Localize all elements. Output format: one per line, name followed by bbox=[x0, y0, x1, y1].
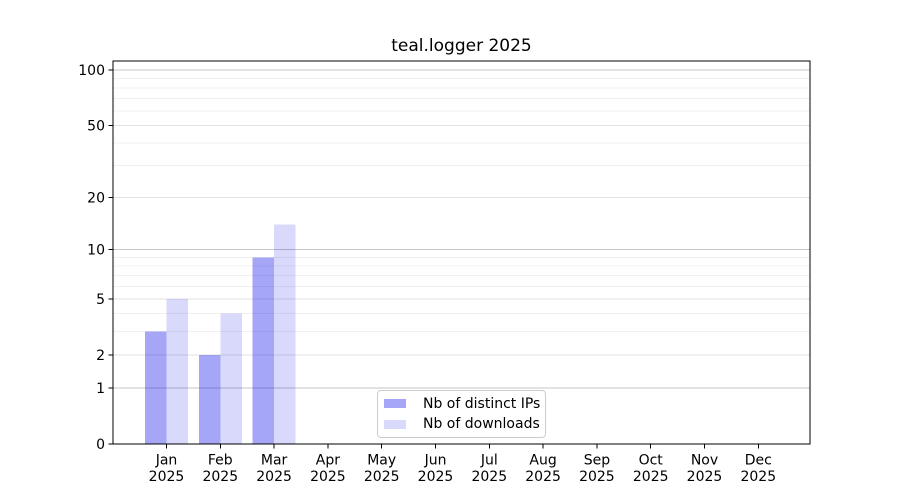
y-tick-label: 2 bbox=[96, 348, 105, 364]
legend-swatch-downloads bbox=[384, 419, 406, 429]
plot-border bbox=[112, 60, 811, 445]
x-tick-label: Jan 2025 bbox=[149, 453, 185, 486]
y-tick-label: 20 bbox=[87, 190, 105, 206]
bar-jan-distinct-ips bbox=[145, 331, 167, 444]
legend-item-distinct-ips: Nb of distinct IPs bbox=[384, 395, 541, 413]
x-tick-label: Dec 2025 bbox=[740, 453, 776, 486]
x-tick-label: Feb 2025 bbox=[202, 453, 238, 486]
y-tick-label: 10 bbox=[87, 243, 105, 259]
legend: Nb of distinct IPs Nb of downloads bbox=[377, 390, 546, 438]
x-tick-label: Oct 2025 bbox=[633, 453, 669, 486]
x-tick-label: Jul 2025 bbox=[471, 453, 507, 486]
bar-mar-distinct-ips bbox=[252, 257, 275, 444]
y-tick-label: 50 bbox=[87, 118, 105, 134]
bar-jan-downloads bbox=[166, 298, 188, 444]
x-tick-label: Aug 2025 bbox=[525, 453, 561, 486]
x-tick-label: Mar 2025 bbox=[256, 453, 292, 486]
legend-label-distinct-ips: Nb of distinct IPs bbox=[423, 395, 541, 412]
bar-mar-downloads bbox=[274, 224, 296, 444]
y-tick-label: 0 bbox=[96, 437, 105, 453]
x-tick-label: Apr 2025 bbox=[310, 453, 346, 486]
legend-swatch-distinct-ips bbox=[384, 399, 406, 409]
y-tick-label: 5 bbox=[96, 292, 105, 308]
legend-item-downloads: Nb of downloads bbox=[384, 416, 540, 434]
chart-title: teal.logger 2025 bbox=[391, 36, 532, 56]
bar-feb-distinct-ips bbox=[198, 355, 221, 444]
bar-feb-downloads bbox=[220, 313, 242, 444]
y-tick-label: 1 bbox=[96, 381, 105, 397]
legend-label-downloads: Nb of downloads bbox=[423, 416, 540, 433]
y-tick-label: 100 bbox=[78, 63, 105, 79]
x-tick-label: Sep 2025 bbox=[579, 453, 615, 486]
x-tick-label: Jun 2025 bbox=[418, 453, 454, 486]
x-tick-label: May 2025 bbox=[364, 453, 400, 486]
x-tick-label: Nov 2025 bbox=[687, 453, 723, 486]
